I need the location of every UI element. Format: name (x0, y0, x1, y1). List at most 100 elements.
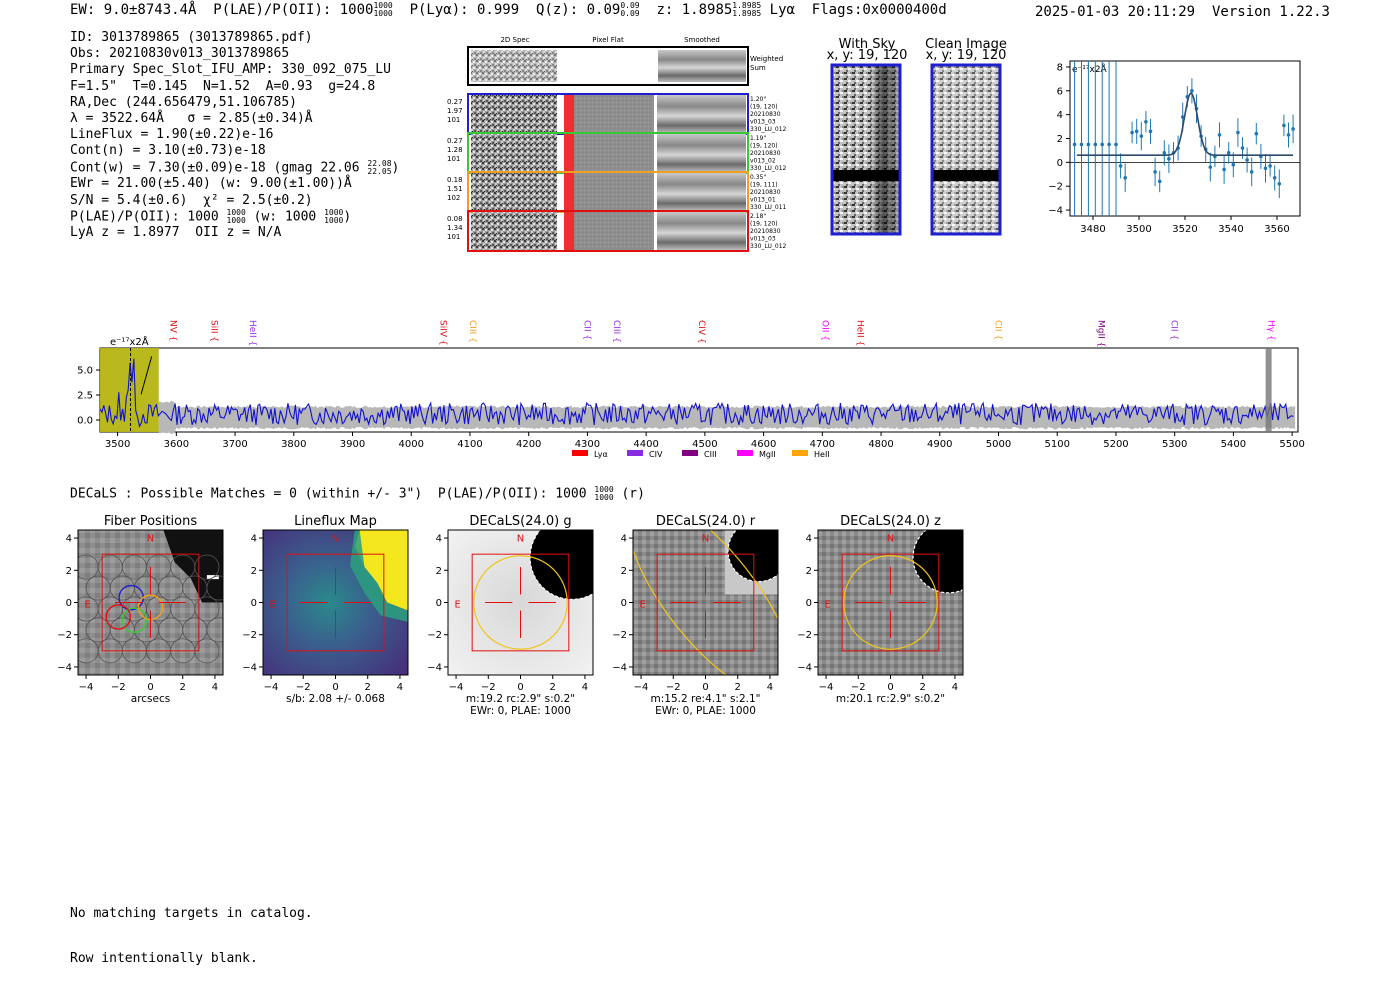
cutout-x-tick-label: 0 (702, 682, 708, 693)
fiber-row-meta: (19, 120) (750, 143, 778, 150)
zoom-data-point (1268, 164, 1272, 168)
zoom-data-point (1249, 170, 1254, 174)
fiber-row-stat: 0.08 (447, 215, 463, 223)
fiber-row-stat: 101 (447, 233, 460, 241)
cutout-x-tick-label: −4 (449, 682, 464, 693)
full-spectrum-content (99, 348, 1296, 435)
compass-north: N (702, 533, 709, 544)
fiber-row-meta: 20210830 (750, 189, 781, 196)
info-lineflux: LineFlux = 1.90(±0.22)e-16 (70, 127, 274, 143)
zoom-data-point (1167, 156, 1171, 161)
info-radec: RA,Dec (244.656479,51.106785) (70, 94, 297, 110)
zoom-x-tick-label: 3540 (1218, 224, 1243, 235)
fiber-pixel-flat (574, 95, 654, 133)
cutout-x-tick-label: −2 (111, 682, 126, 693)
fiber-divider (654, 134, 657, 172)
cutout-y-tick-label: 2 (621, 566, 627, 577)
cutout-x-tick-label: −4 (819, 682, 834, 693)
zoom-data-point (1254, 131, 1259, 136)
fiber-row-meta: v013_01 (750, 197, 776, 204)
legend-label: CIV (649, 450, 663, 459)
cutout-y-tick-label: −2 (427, 630, 442, 641)
zoom-data-point (1157, 179, 1162, 184)
cutout-y-tick-label: 2 (251, 566, 257, 577)
zoom-y-tick-label: 4 (1057, 110, 1063, 121)
zoom-axes-frame (1069, 60, 1301, 217)
fiber-row-meta: 20210830 (750, 228, 781, 235)
info-primary: Primary Spec_Slot_IFU_AMP: 330_092_075_L… (70, 62, 391, 78)
fiber-2d-spec (471, 212, 557, 250)
fiber-row-meta: 2.18" (750, 213, 766, 220)
legend-swatch (737, 450, 753, 456)
full-x-tick-label: 4000 (399, 439, 424, 450)
full-x-tick-label: 5300 (1162, 439, 1187, 450)
full-x-tick-label: 3500 (105, 439, 130, 450)
fiber-row-meta: (19, 120) (750, 221, 778, 228)
fiber-row-stat: 1.28 (447, 146, 463, 154)
line-marker-label: CII { (993, 320, 1003, 340)
zoom-data-point (1208, 165, 1213, 169)
full-x-tick-label: 4300 (575, 439, 600, 450)
cutout-title: DECaLS(24.0) g (469, 514, 571, 529)
line-marker-label: CII { (581, 320, 591, 340)
decals-title: DECaLS : Possible Matches = 0 (within +/… (70, 485, 645, 502)
info-lambda: λ = 3522.64Å σ = 2.85(±0.34)Å (70, 111, 313, 127)
fiber-row-stat: 1.34 (447, 224, 463, 232)
cutout-panel: DECaLS(24.0) z N E −4 −4 −2 −2 0 0 2 2 4 4 m:20.1 rc:… (797, 514, 964, 705)
compass-east: E (85, 599, 91, 610)
info-id: ID: 3013789865 (3013789865.pdf) (70, 30, 313, 45)
cutout-caption: s/b: 2.08 +/- 0.068 (286, 693, 385, 705)
zoom-y-tick-label: 2 (1057, 134, 1063, 145)
compass-north: N (147, 533, 154, 544)
fiber-row-stat: 0.27 (447, 137, 463, 145)
full-y-tick-label: 0.0 (77, 416, 93, 427)
line-marker-label: SiII { (209, 320, 219, 342)
fiber-row-stat: 101 (447, 155, 460, 163)
line-marker-label: OII { (819, 320, 829, 341)
zoom-data-point (1231, 162, 1236, 167)
zoom-data-point (1139, 134, 1144, 138)
full-x-tick-label: 5400 (1221, 439, 1246, 450)
zoom-x-ticks: 3480 3500 3520 3540 3560 (1080, 216, 1290, 235)
zoom-data-point (1162, 151, 1167, 155)
cutout-panel: Lineflux Map N E −4 −4 −2 −2 0 0 2 2 4 4 s/b: 2.08 +/… (242, 514, 409, 705)
legend-label: CIII (704, 450, 717, 459)
header-timestamp: 2025-01-03 20:11:29 (1034, 4, 1196, 20)
clean-image-subtitle: x, y: 19, 120 (926, 48, 1007, 63)
cutout-y-tick-label: 2 (436, 566, 442, 577)
legend-swatch (792, 450, 808, 456)
cutout-x-tick-label: 4 (767, 682, 773, 693)
compass-east: E (455, 599, 461, 610)
cutout-image (263, 530, 408, 675)
with-sky-subtitle: x, y: 19, 120 (827, 48, 908, 63)
cutout-x-tick-label: −4 (634, 682, 649, 693)
fiber-2d-spec (471, 173, 557, 211)
fiber-position-ring (194, 554, 220, 580)
info-contn: Cont(n) = 3.10(±0.73)e-18 (70, 143, 266, 159)
fiber-row-meta: 330_LU_012 (750, 126, 787, 133)
fiber-smoothed (657, 173, 746, 211)
cutout-y-tick-label: −4 (427, 662, 442, 673)
cutout-y-tick-label: −4 (57, 662, 72, 673)
cutout-x-tick-label: 2 (735, 682, 741, 693)
cutout-y-tick-label: 4 (621, 534, 627, 545)
fiber-position-ring (206, 575, 223, 601)
info-sn: S/N = 5.4(±0.6) χ² = 2.5(±0.2) (70, 192, 313, 208)
cutout-caption: m:19.2 rc:2.9" s:0.2" (466, 693, 575, 705)
full-x-tick-label: 4200 (516, 439, 541, 450)
full-x-tick-label: 4100 (457, 439, 482, 450)
full-x-tick-label: 4400 (633, 439, 658, 450)
with-sky-image (830, 63, 902, 236)
zoom-data-point (1263, 166, 1268, 171)
zoom-x-tick-label: 3500 (1126, 224, 1151, 235)
selected-fiber-ring (121, 607, 148, 634)
full-x-tick-label: 4700 (810, 439, 835, 450)
full-spectrum-chart: NV {SiII {HeII {SiIV {CIII {CII {CIII {C… (77, 320, 1305, 459)
fiber-divider (654, 95, 657, 133)
cutout-x-tick-label: 0 (147, 682, 153, 693)
sky-panels: With Sky x, y: 19, 120 Clean Image x, y:… (827, 37, 1007, 236)
cutout-x-tick-label: −2 (666, 682, 681, 693)
fiber-position-ring (194, 596, 220, 622)
